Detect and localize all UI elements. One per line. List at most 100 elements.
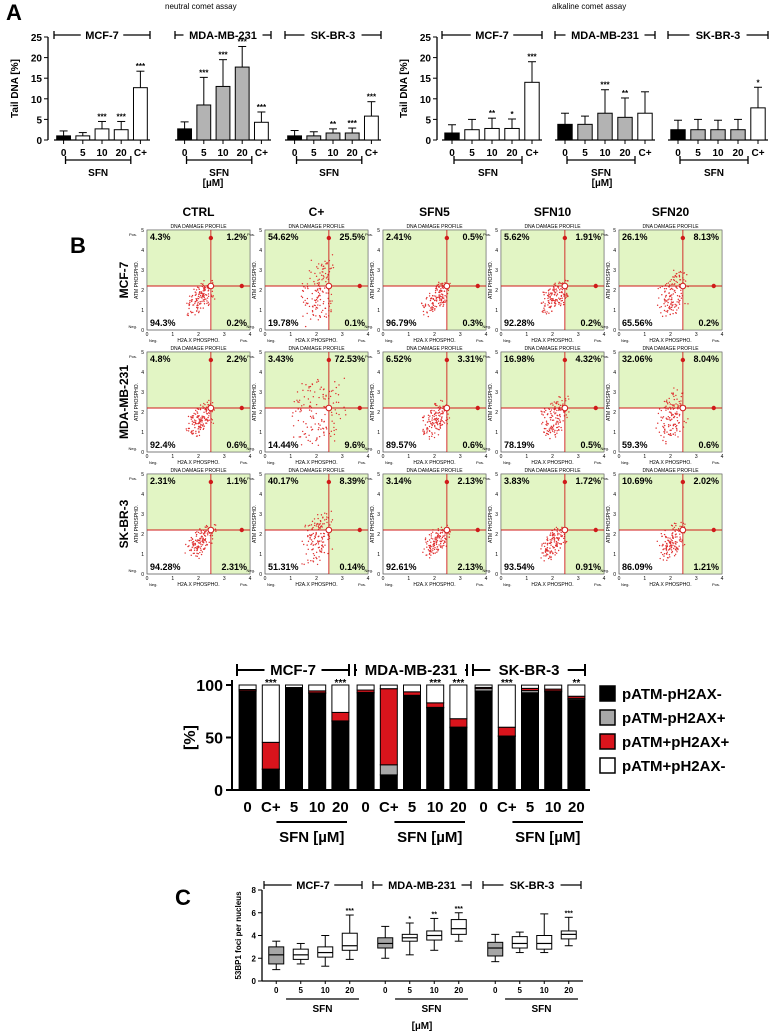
y-axis-label: ATM PHOSPHO. bbox=[606, 505, 612, 543]
data-point bbox=[430, 298, 432, 300]
gate-handle bbox=[680, 479, 686, 485]
data-point bbox=[311, 442, 314, 445]
data-point bbox=[436, 551, 438, 553]
data-point bbox=[427, 549, 430, 551]
data-point bbox=[304, 287, 307, 289]
y-axis-label: [%] bbox=[182, 725, 199, 750]
data-point bbox=[196, 411, 198, 413]
data-point bbox=[675, 304, 678, 306]
group-label: MCF-7 bbox=[270, 662, 316, 679]
data-point bbox=[302, 301, 305, 303]
stack-segment bbox=[474, 684, 493, 688]
data-point bbox=[674, 275, 677, 277]
data-point bbox=[195, 289, 198, 291]
y-tick-label: 4 bbox=[377, 248, 380, 254]
x-axis-label: H2A.X PHOSPHO. bbox=[177, 460, 219, 466]
x-tick-label: 0 bbox=[146, 454, 149, 460]
data-point bbox=[541, 411, 543, 413]
data-point bbox=[324, 267, 326, 269]
data-point bbox=[675, 394, 677, 397]
data-point bbox=[211, 401, 214, 404]
x-axis-label: H2A.X PHOSPHO. bbox=[413, 460, 455, 466]
data-point bbox=[559, 298, 561, 301]
data-point bbox=[424, 424, 427, 426]
y-tick-label: 4 bbox=[259, 492, 262, 498]
data-point bbox=[663, 553, 666, 555]
data-point bbox=[325, 277, 328, 279]
data-point bbox=[556, 409, 558, 412]
bar bbox=[750, 107, 766, 141]
sfn-label: SFN [µM] bbox=[397, 829, 462, 846]
data-point bbox=[200, 292, 203, 294]
data-point bbox=[677, 527, 680, 530]
data-point bbox=[680, 292, 682, 295]
data-point bbox=[547, 422, 549, 425]
data-point bbox=[314, 391, 316, 393]
bar bbox=[75, 135, 91, 141]
data-point bbox=[551, 534, 553, 536]
plot-title: DNA DAMAGE PROFILE bbox=[406, 224, 463, 230]
data-point bbox=[296, 391, 299, 393]
data-point bbox=[555, 537, 558, 539]
data-point bbox=[206, 297, 209, 299]
data-point bbox=[307, 398, 310, 400]
y-tick-label: 2 bbox=[613, 288, 616, 294]
data-point bbox=[554, 300, 556, 302]
data-point bbox=[292, 412, 294, 414]
significance-label: ** bbox=[432, 911, 438, 918]
data-point bbox=[557, 542, 559, 544]
data-point bbox=[208, 399, 210, 402]
data-point bbox=[566, 416, 568, 419]
data-point bbox=[665, 288, 668, 290]
data-point bbox=[429, 550, 432, 553]
stack-segment bbox=[238, 684, 257, 691]
data-point bbox=[668, 298, 670, 300]
data-point bbox=[188, 545, 190, 547]
y-tick-label: 0 bbox=[259, 450, 262, 456]
data-point bbox=[558, 282, 560, 285]
data-point bbox=[428, 539, 431, 541]
data-point bbox=[550, 428, 552, 430]
data-point bbox=[550, 412, 552, 415]
data-point bbox=[555, 422, 557, 424]
data-point bbox=[297, 419, 300, 422]
y-tick-label: 0 bbox=[259, 572, 262, 578]
data-point bbox=[540, 302, 543, 304]
x-tick-label: 4 bbox=[249, 332, 252, 338]
data-point bbox=[677, 307, 680, 309]
x-end-label: Pos. bbox=[594, 460, 602, 465]
plot-border bbox=[500, 229, 605, 331]
data-point bbox=[320, 532, 322, 535]
plot-title: DNA DAMAGE PROFILE bbox=[288, 224, 345, 230]
positive-region bbox=[446, 286, 486, 330]
quadrant-upper-left: 4.3% bbox=[150, 232, 171, 242]
data-point bbox=[558, 396, 560, 398]
x-end-label: Neg. bbox=[621, 582, 629, 587]
data-point bbox=[440, 540, 443, 543]
significance-label: *** bbox=[257, 103, 267, 112]
data-point bbox=[683, 272, 686, 274]
data-point bbox=[550, 416, 552, 419]
data-point bbox=[665, 405, 667, 407]
data-point bbox=[550, 558, 552, 561]
data-point bbox=[296, 399, 298, 401]
data-point bbox=[190, 539, 192, 542]
data-point bbox=[432, 549, 434, 551]
data-point bbox=[680, 395, 682, 398]
data-point bbox=[551, 298, 553, 300]
plot-border bbox=[146, 351, 251, 453]
column-header: SFN20 bbox=[652, 205, 690, 219]
group-label: SK-BR-3 bbox=[311, 30, 356, 42]
data-point bbox=[205, 422, 208, 424]
data-point bbox=[427, 414, 430, 417]
data-point bbox=[205, 410, 207, 412]
data-point bbox=[330, 390, 333, 392]
group-label-bg bbox=[80, 27, 124, 41]
data-point bbox=[320, 525, 323, 527]
x-end-label: Neg. bbox=[267, 460, 275, 465]
data-point bbox=[543, 427, 546, 430]
data-point bbox=[675, 522, 677, 525]
data-point bbox=[292, 436, 295, 438]
y-tick-label: 5 bbox=[377, 228, 380, 234]
data-point bbox=[324, 272, 327, 275]
